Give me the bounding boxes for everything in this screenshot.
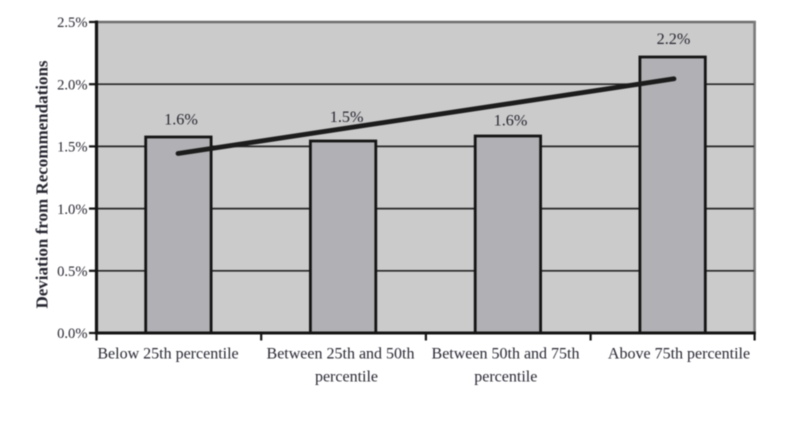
svg-text:percentile: percentile — [474, 368, 537, 385]
svg-text:Above 75th percentile: Above 75th percentile — [608, 346, 750, 363]
svg-text:1.6%: 1.6% — [164, 110, 198, 128]
svg-text:1.5%: 1.5% — [330, 108, 364, 126]
svg-text:1.5%: 1.5% — [57, 140, 87, 156]
svg-text:Between 50th and 75th: Between 50th and 75th — [432, 346, 580, 363]
svg-text:2.5%: 2.5% — [57, 15, 87, 31]
svg-text:1.6%: 1.6% — [494, 112, 528, 130]
svg-text:0.0%: 0.0% — [57, 326, 87, 342]
svg-text:Between 25th and 50th: Between 25th and 50th — [267, 346, 415, 363]
svg-text:2.2%: 2.2% — [657, 30, 691, 48]
svg-text:Deviation from Recommendations: Deviation from Recommendations — [33, 60, 52, 308]
svg-text:2.0%: 2.0% — [57, 77, 87, 93]
svg-text:0.5%: 0.5% — [57, 264, 87, 280]
svg-text:percentile: percentile — [315, 368, 378, 385]
svg-text:Below 25th percentile: Below 25th percentile — [97, 346, 238, 363]
svg-text:1.0%: 1.0% — [57, 202, 87, 218]
